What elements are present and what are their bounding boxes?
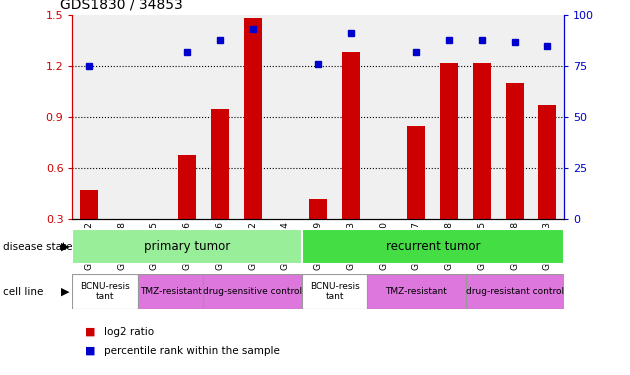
Text: primary tumor: primary tumor [144, 240, 230, 253]
Text: recurrent tumor: recurrent tumor [386, 240, 480, 253]
Text: percentile rank within the sample: percentile rank within the sample [104, 346, 280, 355]
Bar [408, 126, 425, 219]
Text: ▶: ▶ [61, 242, 69, 252]
Bar [466, 274, 564, 309]
Bar [342, 53, 360, 219]
Text: drug-sensitive control: drug-sensitive control [203, 287, 302, 296]
Bar [539, 105, 556, 219]
Bar [72, 274, 138, 309]
Text: GDS1830 / 34853: GDS1830 / 34853 [60, 0, 183, 11]
Bar [506, 83, 524, 219]
Text: disease state: disease state [3, 242, 72, 252]
Bar [211, 109, 229, 219]
Text: BCNU-resis
tant: BCNU-resis tant [310, 282, 359, 301]
Bar [473, 63, 491, 219]
Bar [203, 274, 302, 309]
Text: TMZ-resistant: TMZ-resistant [140, 287, 202, 296]
Bar [138, 274, 203, 309]
Text: log2 ratio: log2 ratio [104, 327, 154, 337]
Bar [302, 229, 564, 264]
Bar [302, 274, 367, 309]
Bar [178, 154, 196, 219]
Bar [309, 199, 327, 219]
Text: BCNU-resis
tant: BCNU-resis tant [81, 282, 130, 301]
Text: TMZ-resistant: TMZ-resistant [386, 287, 447, 296]
Bar [367, 274, 466, 309]
Text: ▶: ▶ [61, 286, 69, 297]
Text: cell line: cell line [3, 286, 43, 297]
Text: ■: ■ [85, 327, 96, 337]
Bar [80, 190, 98, 219]
Bar [72, 229, 302, 264]
Text: drug-resistant control: drug-resistant control [466, 287, 564, 296]
Bar [440, 63, 458, 219]
Bar [244, 18, 261, 219]
Text: ■: ■ [85, 346, 96, 355]
